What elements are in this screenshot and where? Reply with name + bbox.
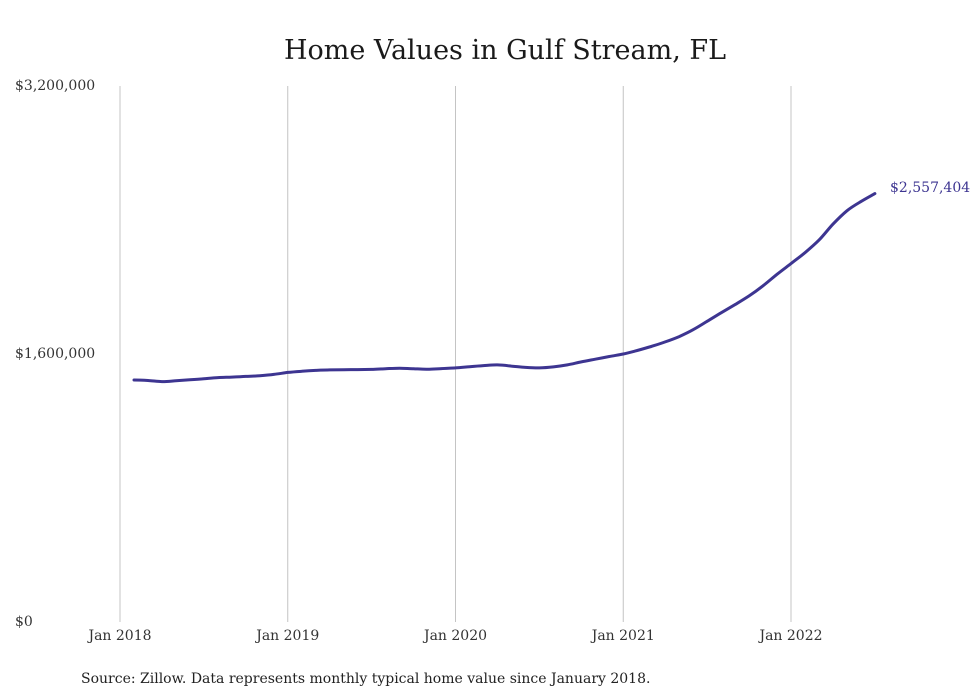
- x-tick-label: Jan 2021: [590, 628, 655, 644]
- chart-title: Home Values in Gulf Stream, FL: [284, 35, 726, 66]
- series-line: [132, 192, 877, 384]
- y-tick-label: $0: [15, 614, 33, 630]
- x-tick-label: Jan 2018: [86, 628, 151, 644]
- x-tick-label: Jan 2019: [254, 628, 319, 644]
- series-group: [132, 192, 877, 384]
- x-tick-label: Jan 2020: [422, 628, 487, 644]
- end-value-label: $2,557,404: [890, 180, 970, 196]
- x-tick-label: Jan 2022: [757, 628, 822, 644]
- y-tick-label: $3,200,000: [15, 78, 95, 94]
- y-tick-label: $1,600,000: [15, 346, 95, 362]
- x-axis: Jan 2018 Jan 2019 Jan 2020 Jan 2021 Jan 2022: [86, 628, 822, 644]
- grid-lines: [119, 86, 792, 622]
- y-axis: $0 $1,600,000 $3,200,000: [15, 78, 95, 630]
- source-note: Source: Zillow. Data represents monthly …: [81, 671, 650, 687]
